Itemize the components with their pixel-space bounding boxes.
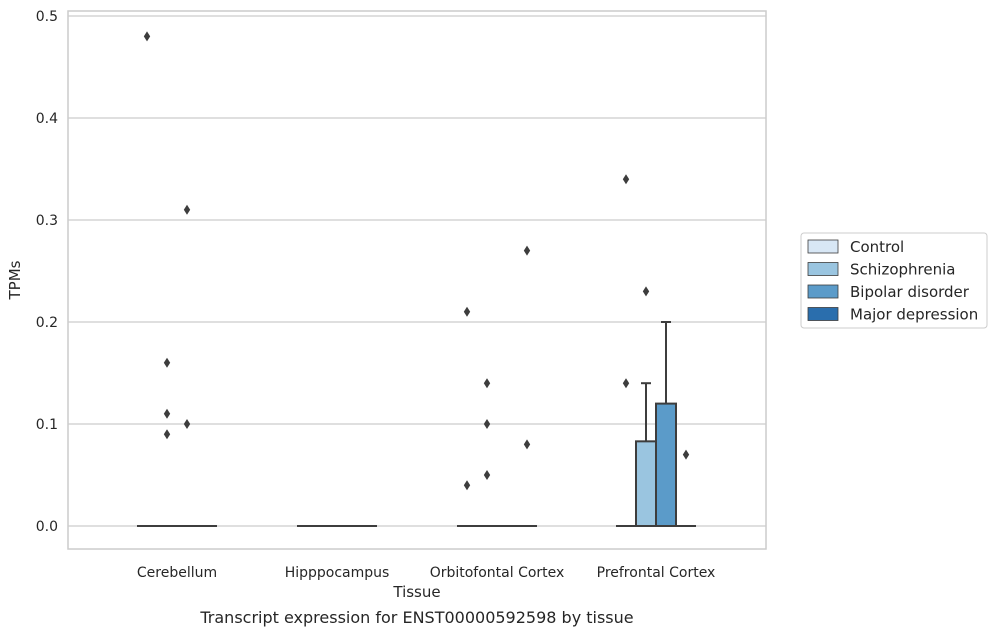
outlier-point: [163, 408, 171, 419]
box-body: [635, 440, 657, 527]
x-tick-label: Cerebellum: [137, 565, 217, 581]
chart-caption: Transcript expression for ENST0000059259…: [199, 608, 633, 627]
box-body: [655, 402, 677, 528]
legend-frame: [800, 232, 988, 329]
legend-label: Schizophrenia: [850, 261, 955, 279]
y-tick-label: 0.0: [36, 519, 58, 535]
outlier-point: [143, 31, 151, 42]
y-axis-label: TPMs: [6, 260, 24, 300]
y-tick-label: 0.3: [36, 213, 58, 229]
outlier-point: [523, 245, 531, 256]
legend: Control Schizophrenia Bipolar disorder Majo…: [800, 232, 988, 329]
y-tick-label: 0.2: [36, 315, 58, 331]
outlier-point: [682, 449, 690, 460]
legend-label: Control: [850, 238, 904, 256]
outlier-point: [622, 378, 630, 389]
outlier-point: [163, 429, 171, 440]
legend-swatch: [807, 262, 839, 276]
legend-label: Major depression: [850, 306, 978, 324]
y-tick-label: 0.1: [36, 417, 58, 433]
outlier-point: [183, 419, 191, 429]
outlier-point: [183, 204, 191, 215]
legend-swatch: [807, 284, 839, 299]
box-series: [137, 321, 696, 528]
outlier-point: [523, 439, 531, 450]
y-tick-label: 0.4: [36, 111, 58, 127]
outlier-point: [163, 357, 171, 368]
box-bipolar-disorder: [655, 321, 677, 528]
box-schizophrenia: [635, 382, 657, 527]
x-tick-label: Prefrontal Cortex: [597, 565, 716, 581]
outlier-point: [622, 174, 630, 185]
x-tick-label: Hipppocampus: [285, 565, 390, 581]
x-axis-ticks: Cerebellum Hipppocampus Orbitofontal Corte…: [137, 565, 715, 581]
outlier-point: [483, 378, 491, 389]
legend-label: Bipolar disorder: [850, 283, 970, 301]
outlier-point: [463, 480, 471, 491]
x-tick-label: Orbitofontal Cortex: [430, 565, 565, 581]
outlier-point: [463, 306, 471, 317]
plot-area-frame: [67, 10, 767, 550]
outlier-point: [642, 286, 650, 297]
y-tick-label: 0.5: [36, 9, 58, 25]
x-axis-label: Tissue: [392, 583, 440, 601]
outlier-point: [483, 419, 491, 429]
legend-swatch: [807, 307, 839, 321]
outlier-point: [483, 470, 491, 480]
y-axis-ticks: 0.0 0.1 0.2 0.3 0.4 0.5: [36, 9, 58, 535]
legend-swatch: [807, 239, 839, 254]
outlier-points: [143, 31, 690, 491]
